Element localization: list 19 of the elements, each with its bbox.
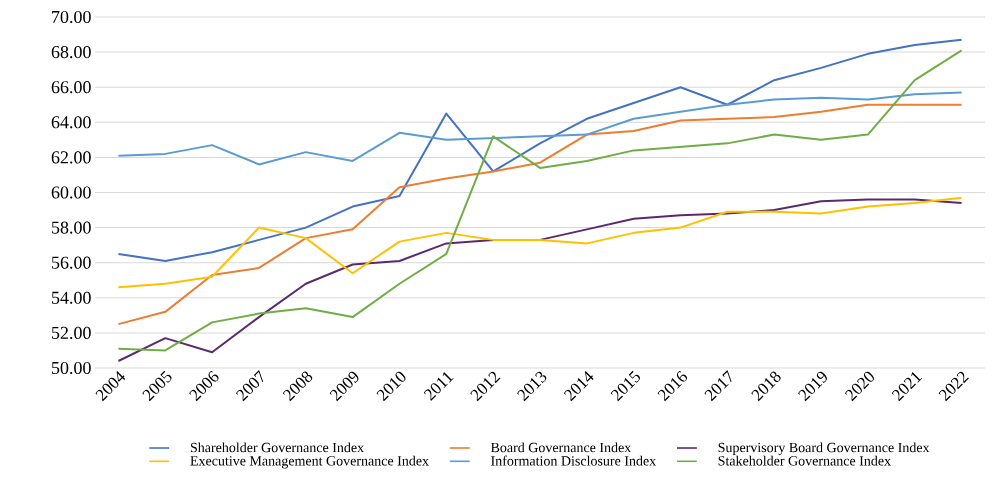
y-tick-label: 66.00 [51, 81, 91, 94]
y-tick-label: 56.00 [52, 256, 91, 269]
legend-label: Information Disclosure Index [491, 455, 657, 466]
y-tick-label: 64.00 [51, 116, 91, 129]
y-tick-label: 62.00 [51, 151, 91, 164]
y-tick-label: 52.00 [52, 326, 91, 340]
y-tick-label: 70.00 [52, 10, 91, 24]
line-series [117, 196, 963, 289]
legend-label: Executive Management Governance Index [190, 455, 429, 469]
y-tick-label: 54.00 [52, 291, 91, 304]
y-tick-label: 50.00 [52, 361, 91, 375]
legend-label: Board Governance Index [490, 442, 632, 453]
legend-label: Shareholder Governance Index [190, 442, 364, 453]
y-tick-label: 58.00 [52, 221, 91, 234]
y-tick-label: 68.00 [51, 45, 91, 59]
line-series [117, 198, 963, 362]
legend-label: Supervisory Board Governance Index [718, 442, 930, 456]
y-tick-label: 60.00 [51, 186, 91, 199]
legend-label: Stakeholder Governance Index [718, 455, 891, 466]
